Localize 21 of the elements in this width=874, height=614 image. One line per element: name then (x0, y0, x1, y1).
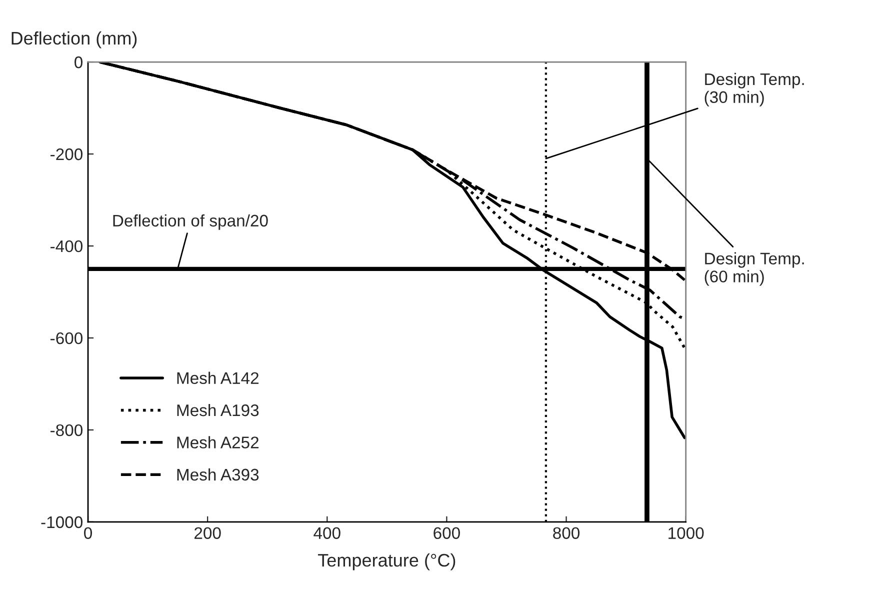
y-tick-label: -1000 (41, 516, 83, 528)
x-tick-label: 200 (194, 527, 221, 540)
x-tick-label: 0 (84, 527, 92, 540)
x-tick-label: 400 (314, 527, 340, 540)
y-tick-label: -800 (50, 424, 82, 436)
legend-label: Mesh A393 (177, 468, 259, 481)
y-tick-label: 0 (74, 56, 82, 68)
ref-line-label: Design Temp. (60 min) (704, 252, 804, 286)
ref-line-label: Deflection of span/20 (113, 214, 268, 230)
y-axis-title: Deflection (mm) (12, 31, 137, 48)
ref-line-label: Design Temp. (30 min) (704, 72, 804, 106)
legend-label: Mesh A193 (177, 404, 259, 416)
legend-label: Mesh A142 (177, 372, 259, 384)
y-tick-label: -200 (50, 148, 82, 160)
x-tick-label: 1000 (668, 527, 704, 540)
y-tick-label: -600 (50, 332, 82, 344)
y-tick-label: -400 (50, 240, 82, 252)
x-tick-label: 800 (553, 527, 580, 540)
x-axis-title: Temperature (°C) (318, 553, 456, 570)
x-tick-label: 600 (434, 527, 460, 540)
legend-label: Mesh A252 (177, 436, 259, 448)
